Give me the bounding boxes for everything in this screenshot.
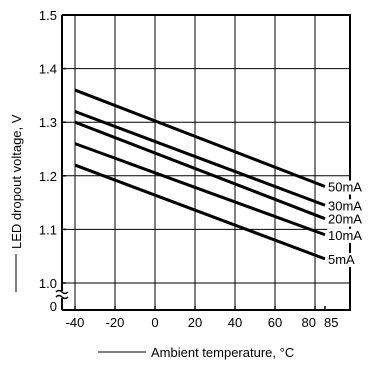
series-lines — [74, 88, 326, 261]
plot-border — [62, 14, 351, 311]
series-label-backing — [327, 212, 371, 227]
series-label-backing — [327, 228, 371, 243]
series-label-backing — [327, 252, 371, 267]
series-label-backing — [327, 199, 371, 214]
series-label-5ma: 5mA — [328, 252, 355, 267]
axis-break-mark — [55, 294, 69, 300]
x-axis-title: Ambient temperature, °C — [151, 345, 294, 360]
series-label-50ma: 50mA — [328, 180, 362, 195]
y-tick-label-zero: 0 — [50, 299, 57, 314]
y-tick-label: 1.1 — [39, 222, 57, 237]
y-tick-label: 1.4 — [39, 62, 57, 77]
grid — [62, 15, 350, 310]
y-tick-label: 1.2 — [39, 169, 57, 184]
y-tick-label: 1.5 — [39, 8, 57, 23]
series-label-20ma: 20mA — [328, 212, 362, 227]
axis-break-mark — [55, 289, 69, 295]
x-tick-label: 0 — [151, 315, 158, 330]
y-axis-title: LED dropout voltage, V — [9, 114, 24, 249]
x-tick-label: 80 — [302, 315, 316, 330]
axis-ticks: 1.0 1.1 1.2 1.3 1.4 1.5 0 -40 -20 0 20 40 60 80 85 — [39, 8, 339, 330]
series-label-30ma: 30mA — [328, 198, 362, 213]
series-line-5ma — [74, 163, 326, 261]
y-tick-label: 1.0 — [39, 276, 57, 291]
series-line-10ma — [74, 142, 326, 237]
plot-frame — [55, 14, 351, 311]
series-line-50ma — [74, 88, 326, 188]
x-tick-label: -40 — [66, 315, 85, 330]
x-tick-label: 85 — [324, 315, 338, 330]
series-label-10ma: 10mA — [328, 228, 362, 243]
x-tick-label: -20 — [106, 315, 125, 330]
x-tick-label: 60 — [268, 315, 282, 330]
x-tick-label: 20 — [188, 315, 202, 330]
series-line-30ma — [74, 110, 326, 207]
x-tick-label: 40 — [228, 315, 242, 330]
y-tick-label: 1.3 — [39, 115, 57, 130]
axis-titles: Ambient temperature, °C LED dropout volta… — [9, 114, 294, 360]
series-line-20ma — [74, 120, 326, 221]
series-label-backing — [327, 180, 371, 195]
